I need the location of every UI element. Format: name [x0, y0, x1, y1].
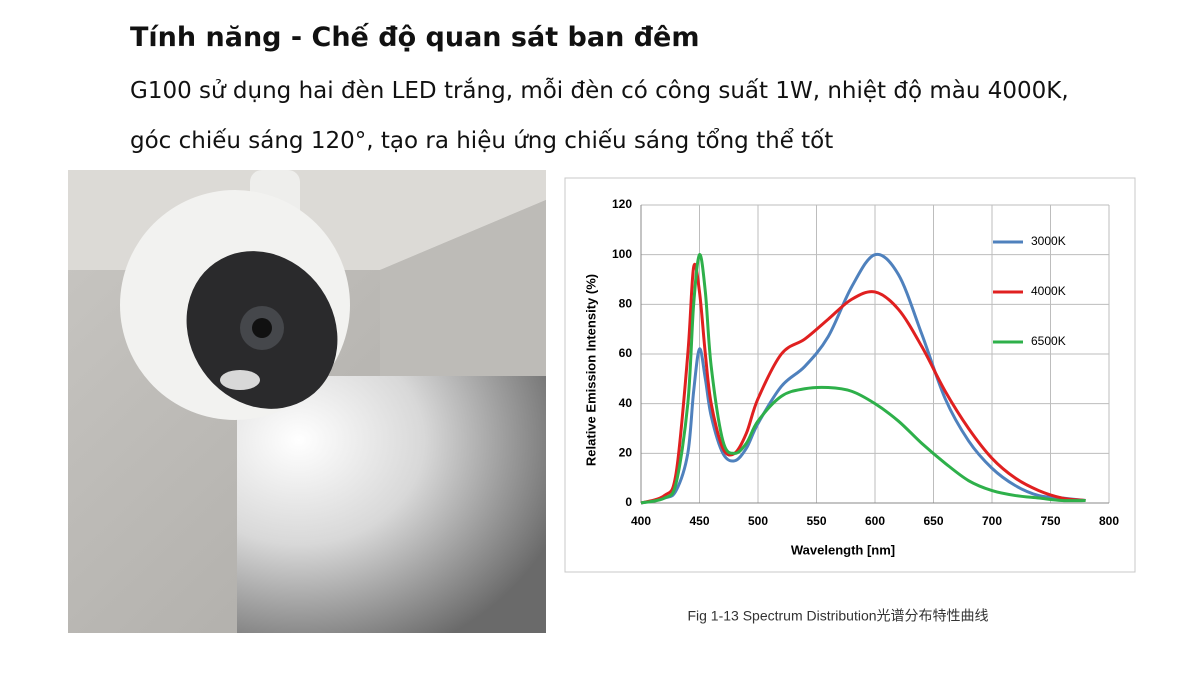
product-photo — [68, 170, 546, 633]
y-tick-label: 80 — [619, 297, 633, 311]
y-tick-label: 120 — [612, 197, 632, 211]
y-tick-label: 20 — [619, 446, 633, 460]
x-tick-label: 750 — [1040, 514, 1060, 528]
y-tick-label: 100 — [612, 247, 632, 261]
y-tick-label: 60 — [619, 346, 633, 360]
y-tick-label: 40 — [619, 396, 633, 410]
x-tick-label: 550 — [806, 514, 826, 528]
y-axis-label: Relative Emission Intensity (%) — [583, 274, 598, 466]
legend-label: 4000K — [1031, 284, 1066, 298]
x-tick-label: 650 — [923, 514, 943, 528]
series-line — [640, 253, 1086, 505]
series-line — [640, 263, 1086, 505]
x-tick-label: 700 — [982, 514, 1002, 528]
x-tick-label: 600 — [865, 514, 885, 528]
chart-frame — [564, 177, 1136, 573]
x-tick-label: 450 — [689, 514, 709, 528]
chart-caption: Fig 1-13 Spectrum Distribution光谱分布特性曲线 — [687, 608, 988, 624]
series-line — [640, 252, 1086, 505]
legend-label: 3000K — [1031, 234, 1066, 248]
y-tick-label: 0 — [625, 495, 632, 509]
legend-label: 6500K — [1031, 334, 1066, 348]
x-tick-label: 400 — [631, 514, 651, 528]
heading: Tính năng - Chế độ quan sát ban đêm — [130, 22, 700, 53]
x-tick-label: 500 — [748, 514, 768, 528]
description: G100 sử dụng hai đèn LED trắng, mỗi đèn … — [130, 78, 1069, 154]
x-tick-label: 800 — [1099, 514, 1119, 528]
x-axis-label: Wavelength [nm] — [791, 542, 895, 557]
